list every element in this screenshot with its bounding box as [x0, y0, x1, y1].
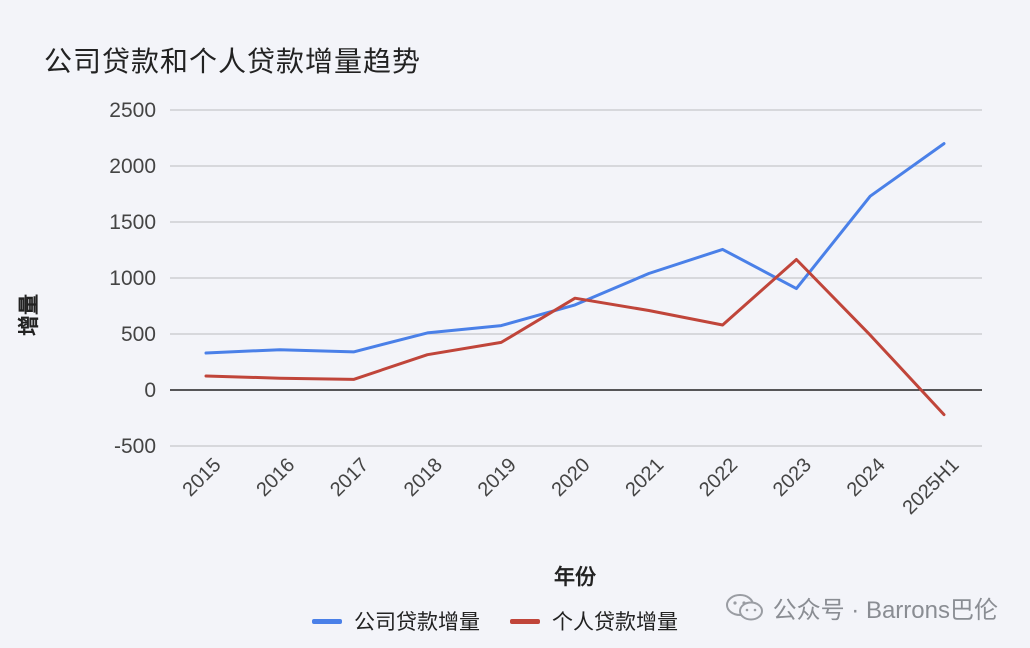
- legend-item-corporate: 公司贷款增量: [312, 606, 480, 636]
- legend: 公司贷款增量 个人贷款增量: [312, 606, 708, 636]
- legend-label-corporate: 公司贷款增量: [354, 611, 480, 634]
- y-tick-label: 2000: [109, 155, 156, 178]
- watermark-text: 公众号 · Barrons巴伦: [772, 597, 998, 624]
- y-tick-labels: -500 0 500 1000 1500 2000 2500: [109, 99, 156, 458]
- x-tick-label: 2023: [769, 454, 816, 501]
- x-tick-label: 2025H1: [898, 454, 963, 519]
- y-tick-label: 0: [144, 379, 156, 402]
- y-tick-label: 500: [121, 323, 156, 346]
- x-tick-label: 2021: [621, 454, 668, 501]
- y-tick-label: 2500: [109, 99, 156, 122]
- x-tick-label: 2016: [252, 454, 299, 501]
- wechat-icon: [725, 593, 763, 620]
- series-lines: [204, 142, 946, 417]
- y-tick-label: -500: [114, 435, 156, 458]
- x-tick-labels: 2015 2016 2017 2018 2019 2020 2021 2022 2023 2024…: [179, 454, 964, 519]
- x-axis-title: 年份: [554, 566, 596, 589]
- legend-swatch-personal: [510, 618, 540, 624]
- watermark: 公众号 · Barrons巴伦: [725, 590, 998, 625]
- gridlines: [170, 109, 982, 447]
- x-tick-label: 2015: [179, 454, 226, 501]
- x-tick-label: 2022: [695, 454, 742, 501]
- legend-item-personal: 个人贷款增量: [510, 606, 678, 636]
- legend-swatch-corporate: [312, 618, 342, 624]
- y-tick-label: 1000: [109, 267, 156, 290]
- series-line-corporate: [204, 142, 946, 355]
- x-tick-label: 2024: [843, 454, 890, 501]
- y-tick-label: 1500: [109, 211, 156, 234]
- series-line-personal: [204, 258, 946, 417]
- x-tick-label: 2019: [474, 454, 521, 501]
- x-tick-label: 2017: [326, 454, 373, 501]
- y-axis-title: 增量: [18, 294, 41, 336]
- chart-title: 公司贷款和个人贷款增量趋势: [44, 46, 422, 77]
- x-tick-label: 2018: [400, 454, 447, 501]
- legend-label-personal: 个人贷款增量: [552, 611, 678, 634]
- x-tick-label: 2020: [548, 454, 595, 501]
